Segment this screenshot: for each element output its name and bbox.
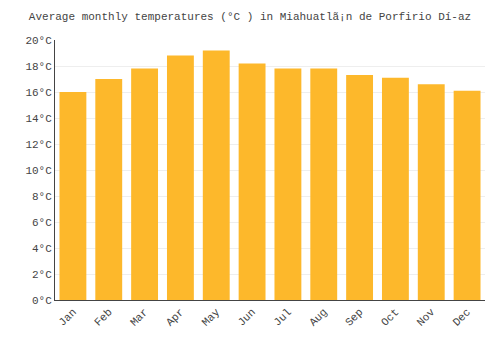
svg-text:Jun: Jun (236, 306, 258, 328)
svg-text:4°C: 4°C (32, 243, 52, 255)
svg-text:Aug: Aug (307, 306, 329, 328)
svg-text:14°C: 14°C (25, 113, 52, 125)
svg-text:Jul: Jul (271, 306, 293, 328)
svg-text:2°C: 2°C (32, 269, 52, 281)
svg-text:Oct: Oct (379, 306, 401, 328)
svg-text:Feb: Feb (92, 306, 114, 328)
svg-text:18°C: 18°C (25, 61, 52, 73)
svg-text:20°C: 20°C (25, 35, 52, 47)
svg-text:Mar: Mar (128, 306, 150, 328)
svg-text:May: May (200, 306, 223, 329)
svg-text:Sep: Sep (343, 306, 365, 328)
svg-text:16°C: 16°C (25, 87, 52, 99)
svg-text:Nov: Nov (415, 306, 438, 329)
svg-text:Dec: Dec (451, 306, 473, 328)
svg-text:Apr: Apr (164, 306, 186, 328)
svg-text:Average monthly temperatures (: Average monthly temperatures (°C ) in Mi… (29, 11, 471, 23)
svg-text:8°C: 8°C (32, 191, 52, 203)
svg-text:12°C: 12°C (25, 139, 52, 151)
svg-text:10°C: 10°C (25, 165, 52, 177)
svg-text:6°C: 6°C (32, 217, 52, 229)
svg-text:Jan: Jan (56, 306, 78, 328)
svg-text:0°C: 0°C (32, 295, 52, 307)
